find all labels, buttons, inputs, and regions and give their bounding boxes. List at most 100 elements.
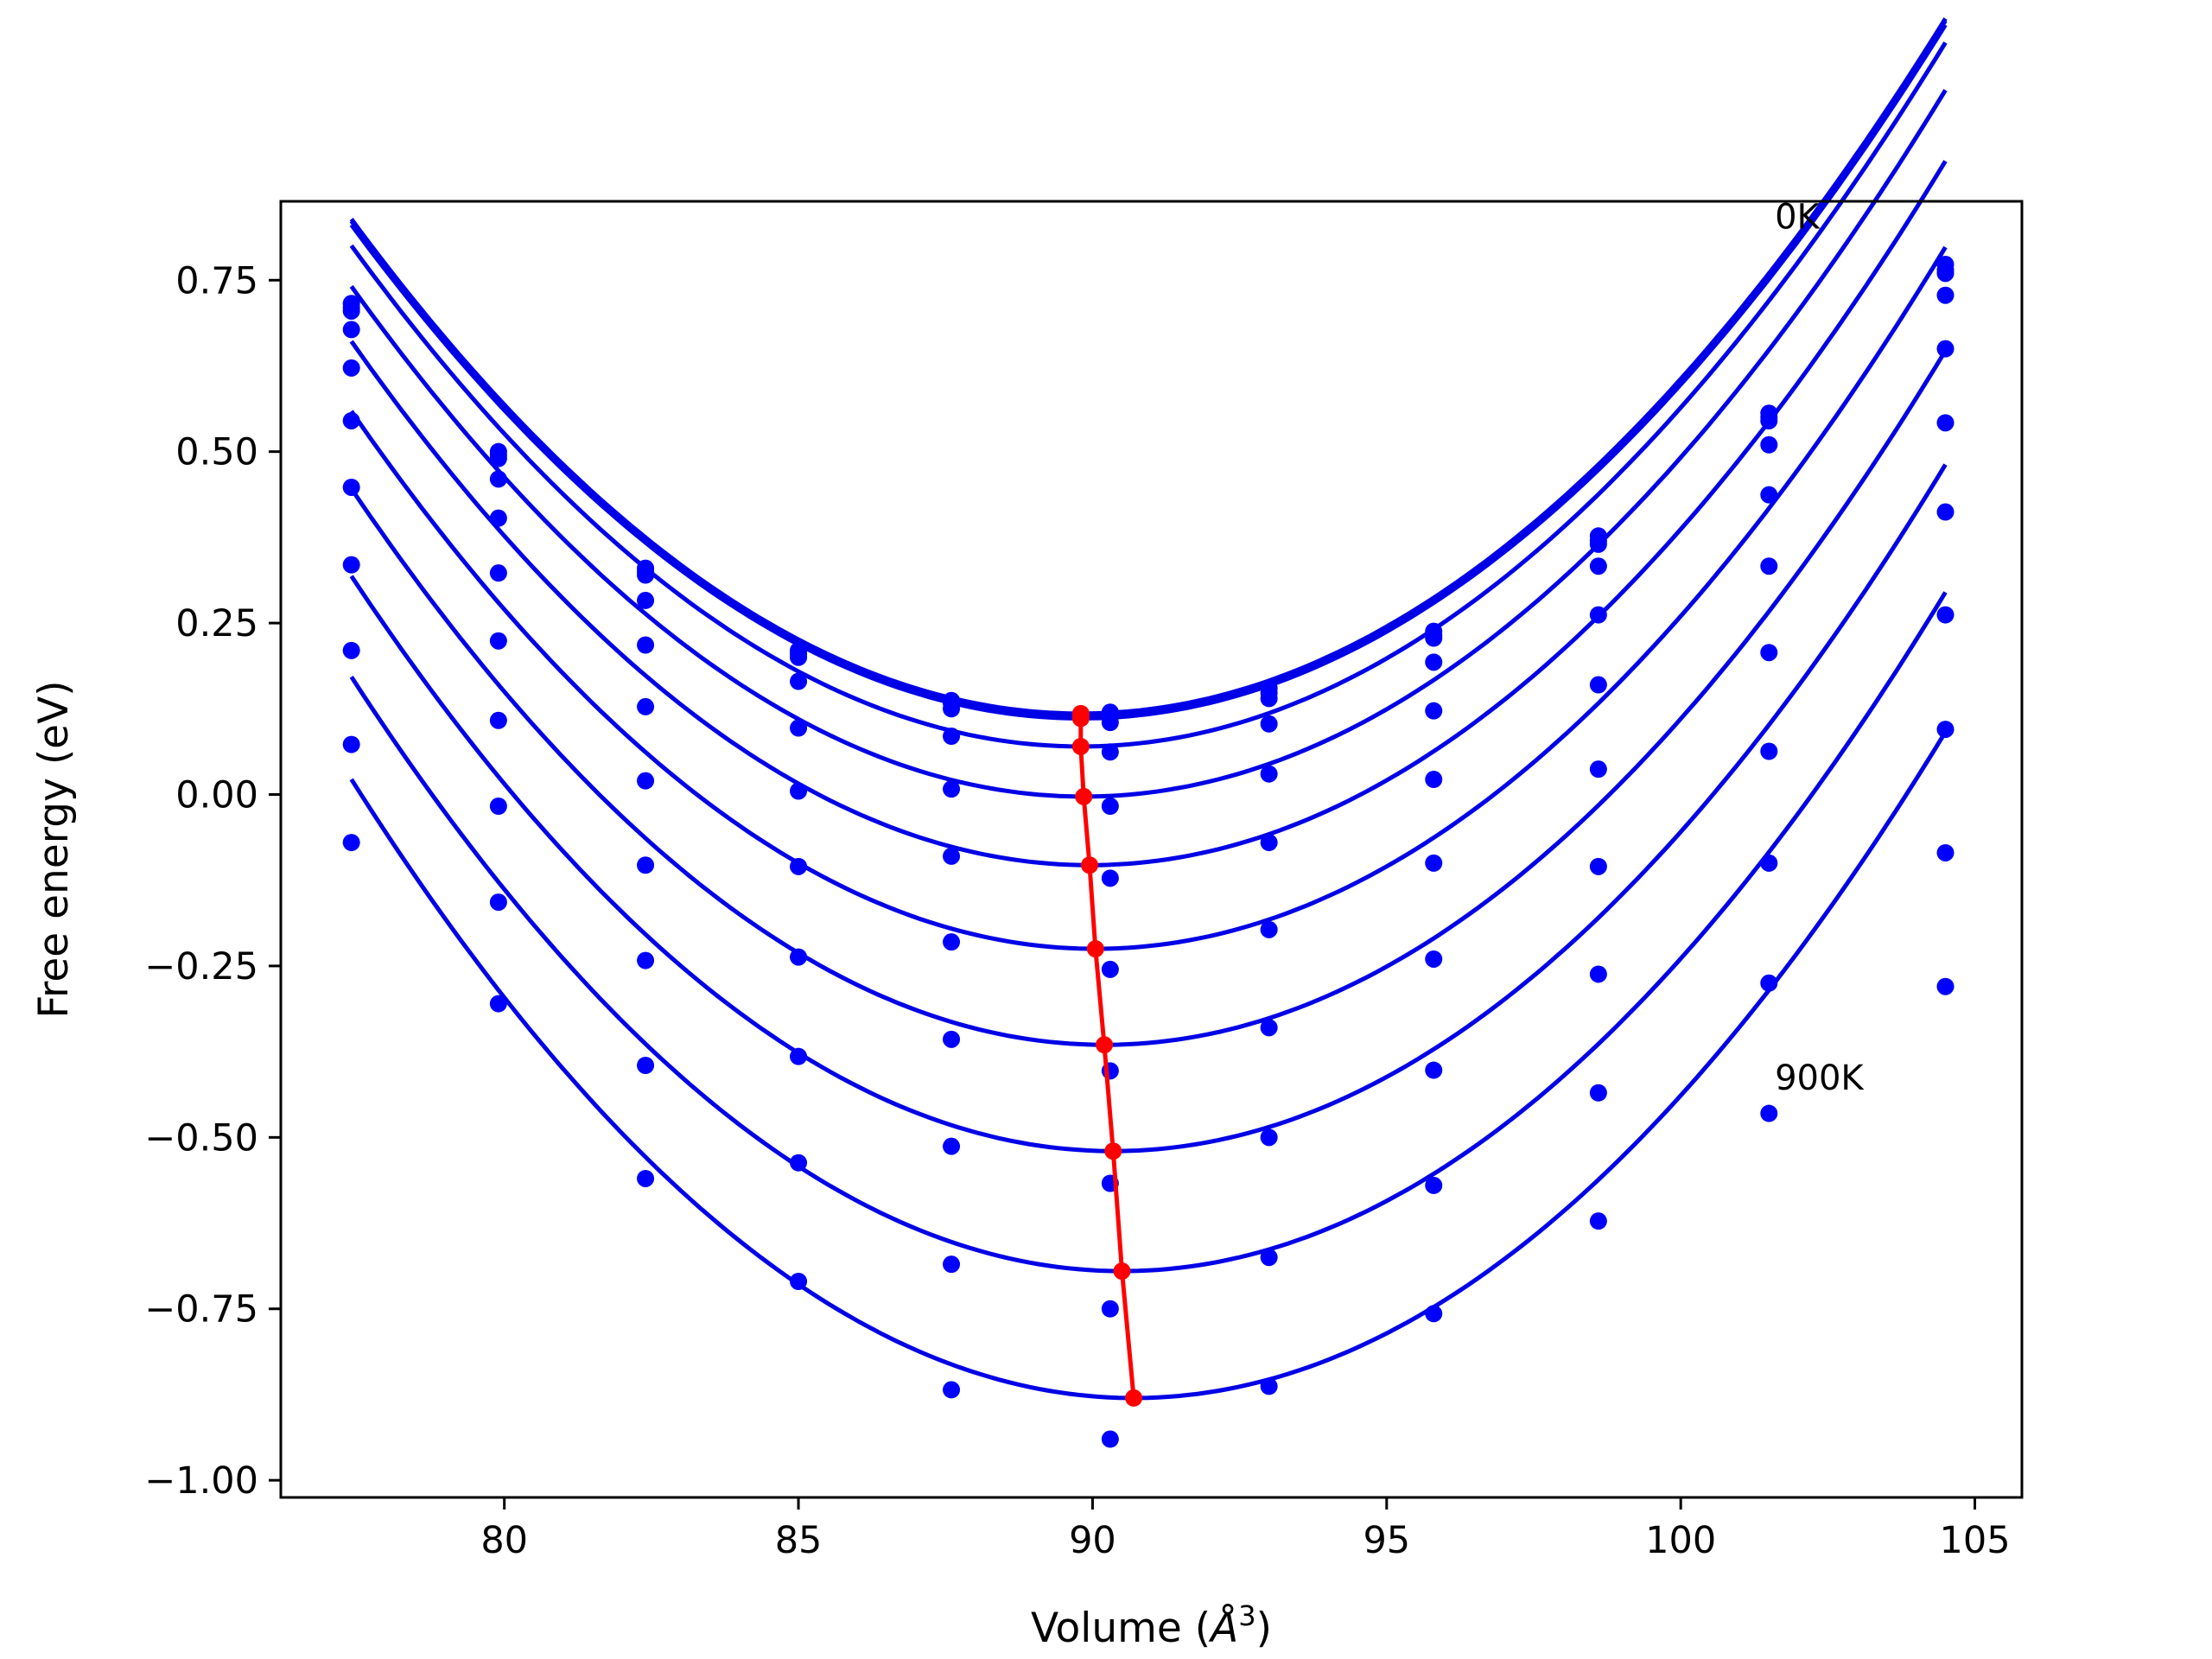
x-tick-label-3: 95 [1363,1519,1410,1562]
x-axis-label: Volume (Å3) [1031,1599,1272,1652]
data-point-6-0 [342,478,360,496]
data-point-7-3 [790,948,808,966]
data-point-3-4 [943,728,961,746]
data-point-6-8 [1589,760,1607,779]
data-point-7-4 [943,1030,961,1048]
data-point-10-6 [1260,1377,1278,1395]
data-point-10-7 [1425,1305,1443,1323]
y-tick-label-4: −0.25 [144,945,258,988]
data-point-5-3 [790,782,808,800]
x-axis-label-text: Volume [1031,1605,1182,1652]
data-point-5-1 [489,564,507,582]
data-point-7-9 [1760,742,1778,760]
data-point-8-9 [1760,854,1778,872]
data-point-9-7 [1425,1176,1443,1194]
data-point-6-6 [1260,920,1278,938]
fit-curve-4 [349,88,1948,799]
data-point-5-6 [1260,834,1278,852]
annotation-0: 0K [1775,198,1821,238]
x-axis-unit-base: Å [1208,1605,1238,1652]
data-point-8-0 [342,641,360,659]
data-point-4-2 [637,636,655,654]
data-point-4-10 [1936,340,1955,358]
x-tick-label-2: 90 [1069,1519,1116,1562]
data-point-4-3 [790,719,808,737]
y-axis-label: Free energy (eV) [30,680,78,1018]
data-point-6-5 [1101,960,1119,978]
fit-curves [349,17,1948,1401]
data-point-6-2 [637,772,655,790]
data-point-2-0 [342,302,360,320]
data-point-7-0 [342,556,360,574]
data-point-8-6 [1260,1128,1278,1147]
minima-point-4 [1075,787,1093,805]
data-point-3-0 [342,321,360,339]
fit-curve-7 [349,349,1948,1047]
y-tick-label-7: −1.00 [144,1459,258,1503]
fit-curve-0 [349,17,1948,716]
data-point-4-5 [1101,798,1119,815]
data-point-6-9 [1760,644,1778,662]
data-point-4-6 [1260,765,1278,783]
data-point-4-7 [1425,702,1443,720]
data-point-5-5 [1101,869,1119,887]
data-point-3-9 [1760,435,1778,454]
data-point-5-8 [1589,676,1607,694]
data-point-10-10 [1936,977,1955,995]
fit-curve-3 [349,41,1948,749]
minima-line [1078,713,1136,1399]
data-point-2-4 [943,700,961,718]
data-point-2-2 [637,566,655,584]
data-point-2-8 [1589,535,1607,553]
fit-curve-1 [349,19,1948,718]
data-point-7-6 [1260,1019,1278,1037]
data-point-6-7 [1425,854,1443,872]
data-point-3-1 [489,470,507,488]
data-point-10-3 [790,1273,808,1290]
data-point-6-10 [1936,503,1955,521]
minima-point-5 [1081,856,1099,874]
data-point-4-4 [943,780,961,798]
x-tick-label-1: 85 [775,1519,823,1562]
y-tick-label-5: −0.50 [144,1116,258,1160]
minima-point-9 [1113,1262,1131,1281]
data-point-8-2 [637,951,655,969]
x-tick-label-4: 100 [1645,1519,1716,1562]
data-point-3-10 [1936,286,1955,304]
data-points [342,256,1955,1448]
data-point-5-10 [1936,414,1955,432]
data-point-2-1 [489,449,507,467]
data-point-5-7 [1425,771,1443,789]
data-point-10-2 [637,1169,655,1187]
minima-series [1071,704,1143,1407]
data-point-2-7 [1425,629,1443,647]
data-point-9-8 [1589,1084,1607,1102]
data-point-2-10 [1936,264,1955,283]
data-point-9-9 [1760,974,1778,992]
minima-point-3 [1071,737,1090,755]
data-point-10-0 [342,834,360,852]
data-point-9-1 [489,893,507,912]
data-point-6-4 [943,933,961,951]
data-point-2-9 [1760,411,1778,429]
data-point-2-3 [790,648,808,666]
data-point-2-5 [1101,714,1119,732]
data-point-8-1 [489,798,507,815]
data-point-9-3 [790,1154,808,1172]
data-point-9-2 [637,1057,655,1074]
data-point-7-1 [489,711,507,729]
data-point-10-4 [943,1381,961,1399]
x-tick-label-0: 80 [480,1519,528,1562]
data-point-3-8 [1589,557,1607,575]
data-point-3-3 [790,672,808,690]
data-point-4-9 [1760,486,1778,504]
data-point-5-2 [637,697,655,715]
fit-curve-10 [349,730,1948,1401]
data-point-2-6 [1260,690,1278,708]
data-point-9-10 [1936,843,1955,861]
fit-curve-2 [349,23,1948,721]
data-point-10-5 [1101,1430,1119,1448]
minima-point-10 [1125,1389,1143,1407]
data-point-5-9 [1760,557,1778,575]
annotations: 0K 900K [1775,198,1865,1098]
